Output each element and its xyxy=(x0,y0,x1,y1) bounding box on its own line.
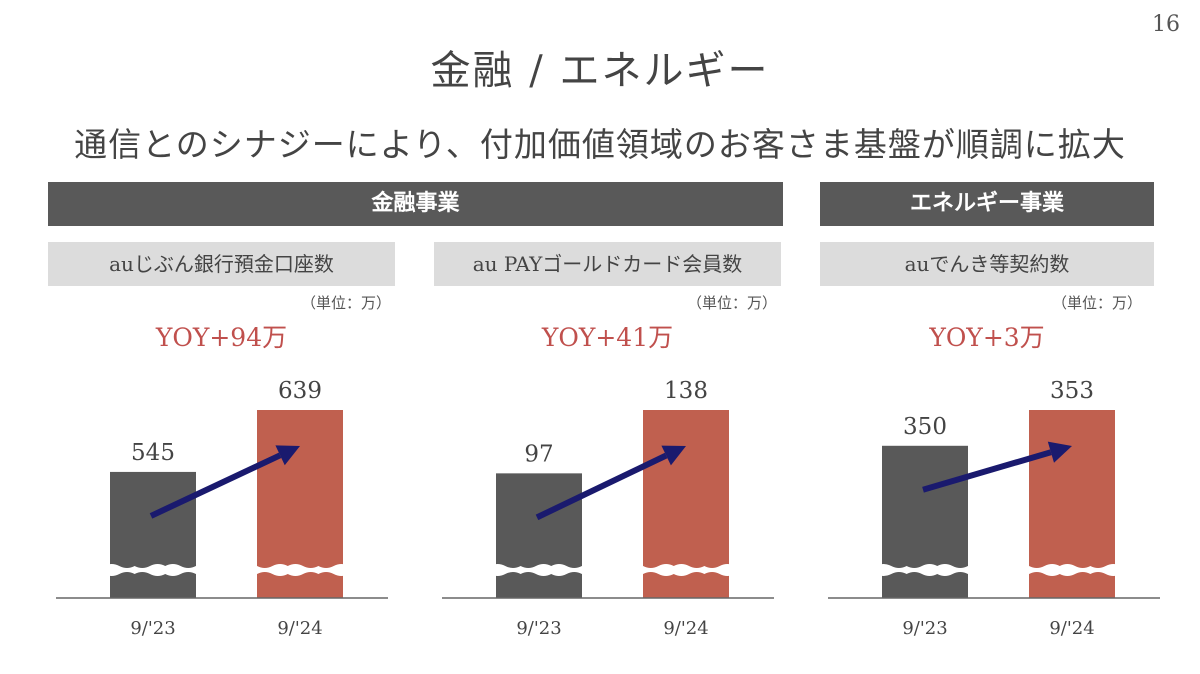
bar-prev xyxy=(496,473,582,598)
growth-arrow xyxy=(922,449,1052,493)
axis-break xyxy=(490,564,735,576)
slide-title: 金融 / エネルギー xyxy=(430,48,770,94)
chart-au-denki: 350 9/'23 353 9/'24 xyxy=(828,378,1160,639)
slide-subtitle: 通信とのシナジーにより、付加価値領域のお客さま基盤が順調に拡大 xyxy=(74,125,1126,164)
unit-note-au-denki: （単位：万） xyxy=(1051,294,1142,312)
value-label: 350 xyxy=(903,414,947,440)
kpi-title-jibun-bank: auじぶん銀行預金口座数 xyxy=(48,242,395,286)
kpi-title-gold-card: au PAYゴールドカード会員数 xyxy=(434,242,781,286)
value-label: 353 xyxy=(1050,378,1094,404)
value-label: 138 xyxy=(664,378,708,404)
category-label: 9/'24 xyxy=(663,618,708,639)
growth-arrow xyxy=(535,452,668,521)
chart-gold-card: 97 9/'23 138 9/'24 xyxy=(442,378,774,639)
growth-arrow-head xyxy=(275,445,300,466)
chart-jibun-bank: 545 9/'23 639 9/'24 xyxy=(56,378,388,639)
axis-break xyxy=(104,564,349,576)
axis-break xyxy=(876,564,1121,576)
value-label: 545 xyxy=(131,440,175,466)
unit-note-gold-card: （単位：万） xyxy=(686,294,777,312)
page-number: 16 xyxy=(1152,12,1180,37)
kpi-title-au-denki: auでんき等契約数 xyxy=(820,242,1154,286)
unit-note-jibun-bank: （単位：万） xyxy=(300,294,391,312)
growth-arrow-head xyxy=(661,445,686,466)
category-label: 9/'23 xyxy=(516,618,561,639)
growth-arrow-head xyxy=(1047,441,1072,463)
section-header-energy: エネルギー事業 xyxy=(820,182,1154,226)
yoy-au-denki: YOY+3万 xyxy=(929,323,1045,352)
yoy-jibun-bank: YOY+94万 xyxy=(155,323,288,352)
bar-prev xyxy=(110,471,196,598)
yoy-gold-card: YOY+41万 xyxy=(541,323,674,352)
growth-arrow xyxy=(149,452,282,519)
section-header-finance: 金融事業 xyxy=(48,182,783,226)
category-label: 9/'24 xyxy=(277,618,322,639)
category-label: 9/'24 xyxy=(1049,618,1094,639)
value-label: 97 xyxy=(524,441,553,467)
value-label: 639 xyxy=(278,378,322,404)
category-label: 9/'23 xyxy=(902,618,947,639)
category-label: 9/'23 xyxy=(130,618,175,639)
